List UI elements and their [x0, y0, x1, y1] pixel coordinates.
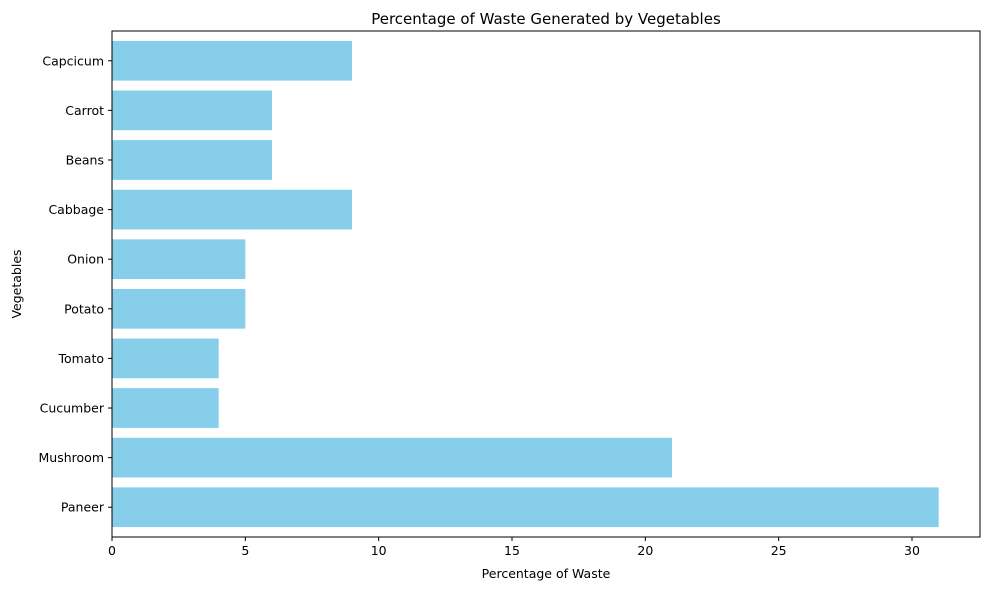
x-tick-label: 15 [504, 543, 520, 558]
bar-beans [112, 140, 272, 180]
bar-cabbage [112, 189, 352, 230]
y-tick-label: Carrot [65, 103, 104, 118]
y-axis-ticks: Paneer Mushroom Cucumber Tomato Potato Onion C… [39, 53, 112, 515]
x-tick-label: 20 [637, 543, 653, 558]
x-axis-title: Percentage of Waste [482, 566, 611, 581]
bar-paneer [112, 487, 939, 528]
bar-onion [112, 239, 246, 280]
y-tick-label: Tomato [57, 351, 104, 366]
y-tick-label: Potato [64, 301, 104, 316]
y-tick-label: Cucumber [40, 401, 105, 416]
y-tick-label: Mushroom [39, 450, 104, 465]
chart-title: Percentage of Waste Generated by Vegetab… [371, 10, 721, 28]
y-tick-label: Beans [66, 152, 104, 167]
bars-group [112, 40, 939, 528]
x-tick-label: 30 [904, 543, 920, 558]
plot-frame [111, 30, 981, 538]
bar-cucumber [112, 388, 219, 428]
bar-potato [112, 288, 246, 329]
y-axis-title: Vegetables [9, 249, 24, 318]
bar-mushroom [112, 437, 672, 478]
bar-tomato [112, 338, 219, 379]
y-tick-label: Paneer [61, 500, 105, 515]
bar-carrot [112, 90, 272, 131]
x-tick-label: 0 [108, 543, 116, 558]
x-tick-label: 25 [771, 543, 787, 558]
bar-capcicum [112, 40, 352, 81]
y-tick-label: Onion [67, 252, 104, 267]
y-tick-label: Capcicum [42, 53, 104, 68]
y-tick-label: Cabbage [48, 202, 104, 217]
x-axis-ticks: 0 5 10 15 20 25 30 [108, 537, 920, 558]
x-tick-label: 10 [371, 543, 387, 558]
x-tick-label: 5 [241, 543, 249, 558]
